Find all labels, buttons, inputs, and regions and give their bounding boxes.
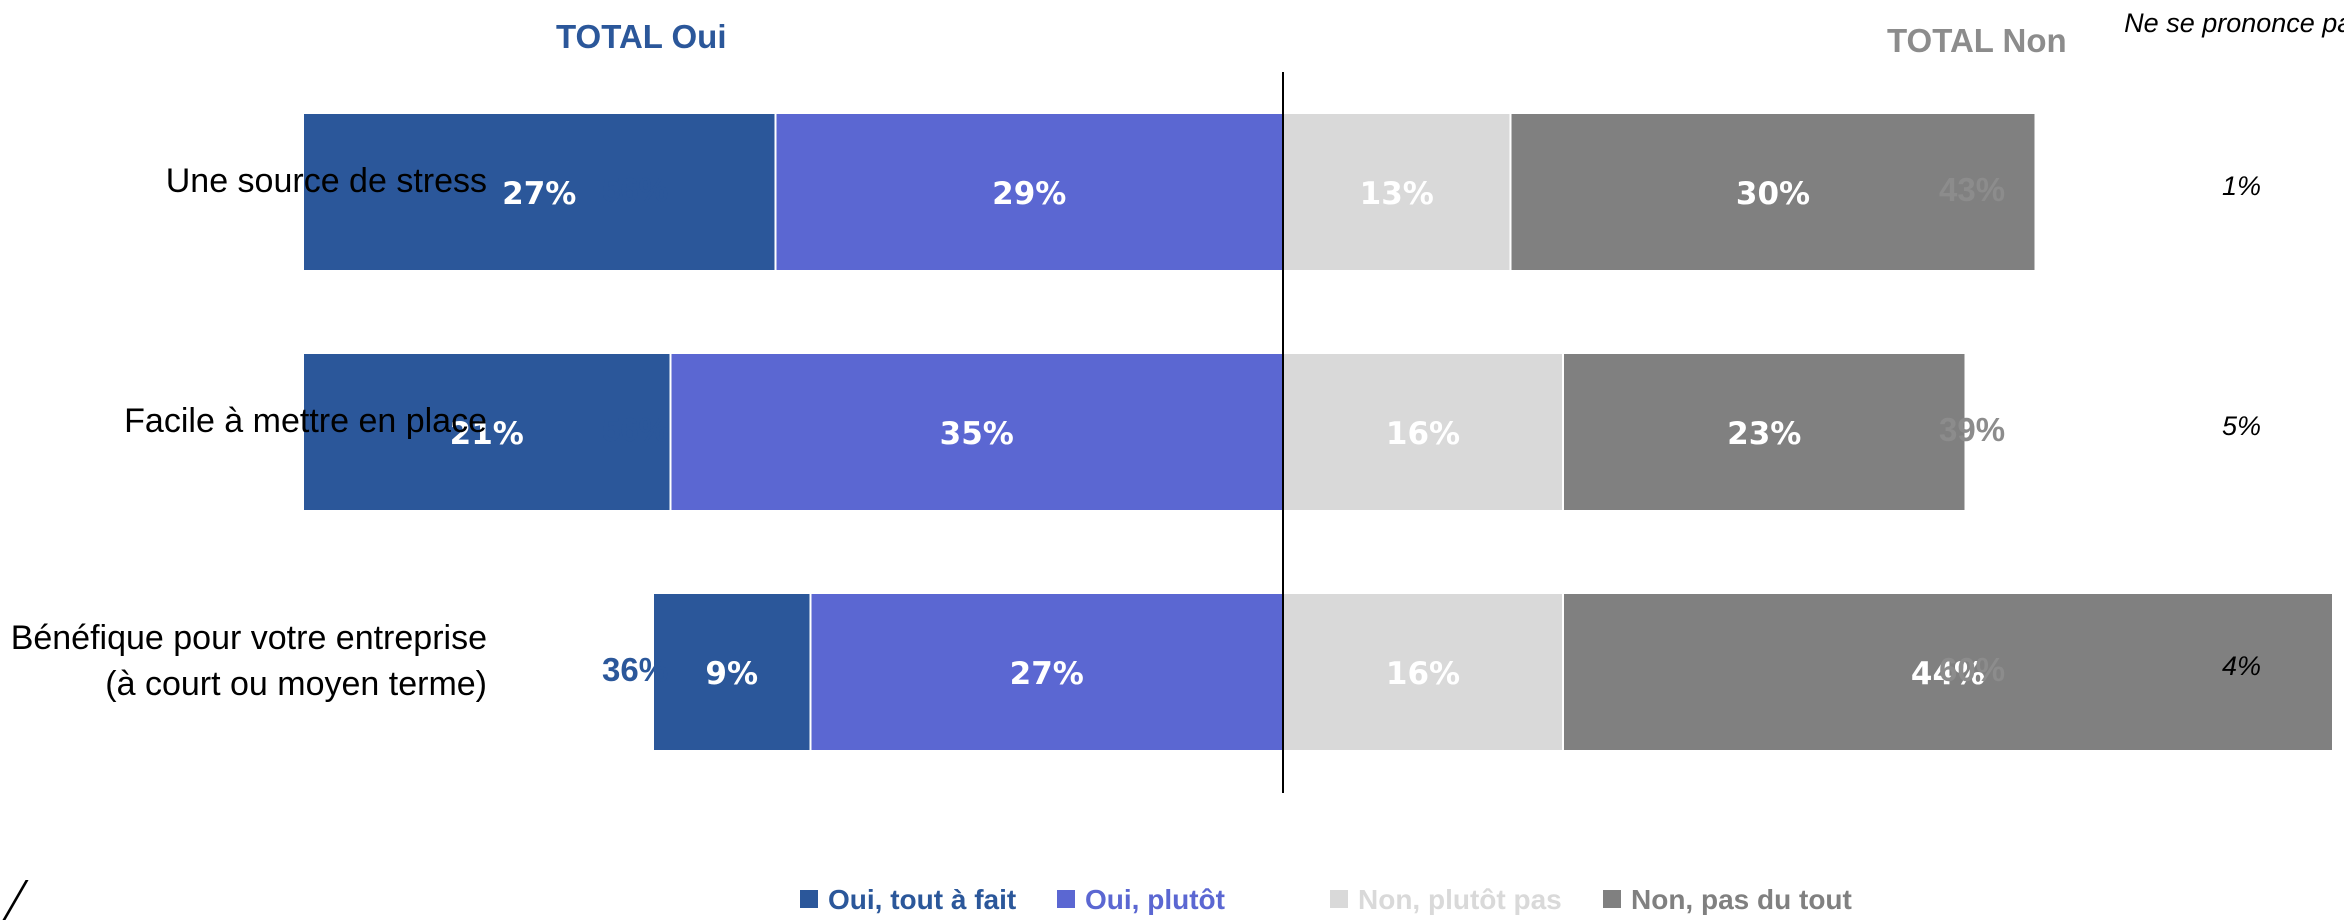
legend-item: Non, pas du tout: [1603, 884, 1852, 916]
legend-swatch: [1330, 890, 1348, 908]
data-label: 23%: [1727, 416, 1801, 452]
total-oui-value: 56%: [602, 411, 669, 448]
legend-label: Non, plutôt pas: [1358, 884, 1562, 915]
legend-label: Oui, plutôt: [1085, 884, 1225, 915]
total-non-value: 43%: [1939, 171, 2006, 208]
bar-segment: [1562, 592, 2334, 752]
data-label: 21%: [450, 416, 524, 452]
data-label: 16%: [1386, 416, 1460, 452]
total-oui-value: 36%: [602, 651, 669, 688]
bar-segment: [1282, 352, 1564, 512]
bar-segment: [652, 592, 812, 752]
legend-label: Oui, tout à fait: [828, 884, 1017, 915]
nsp-value: 1%: [2222, 171, 2262, 201]
row-label: Bénéfique pour votre entreprise (à court …: [11, 615, 487, 707]
bar-segment: [1562, 352, 1967, 512]
nsp-value: 4%: [2222, 651, 2262, 681]
bar-segment: [809, 592, 1284, 752]
row-label-line: Facile à mettre en place: [124, 402, 487, 440]
total-non-value: 39%: [1939, 411, 2006, 448]
bar-segment: [669, 352, 1284, 512]
header-nsp: Ne se prononce pas: [2124, 8, 2344, 38]
data-label: 35%: [940, 416, 1014, 452]
data-label: 27%: [502, 176, 576, 212]
legend-swatch: [1603, 890, 1621, 908]
bar-segment: [302, 352, 672, 512]
data-label: 29%: [992, 176, 1066, 212]
row-label-line: Bénéfique pour votre entreprise: [10, 619, 487, 657]
total-non-value: 60%: [1939, 651, 2006, 688]
header-total-oui: TOTAL Oui: [556, 18, 727, 55]
bar-segment: [1509, 112, 2037, 272]
nsp-value: 5%: [2222, 411, 2262, 441]
data-label: 9%: [705, 656, 758, 692]
legend-swatch: [800, 890, 818, 908]
legend-item: Oui, plutôt: [1057, 884, 1225, 916]
row-label: Une source de stress: [166, 158, 487, 204]
legend-label: Non, pas du tout: [1631, 884, 1852, 915]
bar-segment: [302, 112, 777, 272]
row-label: Facile à mettre en place: [124, 398, 487, 444]
legend-swatch: [1057, 890, 1075, 908]
bar-segment: [1282, 592, 1564, 752]
bar-segment: [1282, 112, 1512, 272]
row-label-line: Une source de stress: [165, 162, 487, 200]
total-oui-value: 56%: [602, 171, 669, 208]
data-label: 27%: [1010, 656, 1084, 692]
data-label: 30%: [1736, 176, 1810, 212]
data-label: 13%: [1360, 176, 1434, 212]
data-label: 44%: [1911, 656, 1985, 692]
legend-item: Oui, tout à fait: [800, 884, 1016, 916]
data-label: 16%: [1386, 656, 1460, 692]
legend-item: Non, plutôt pas: [1330, 884, 1562, 916]
header-total-non: TOTAL Non: [1887, 22, 2067, 59]
row-label-line: (à court ou moyen terme): [105, 665, 487, 703]
